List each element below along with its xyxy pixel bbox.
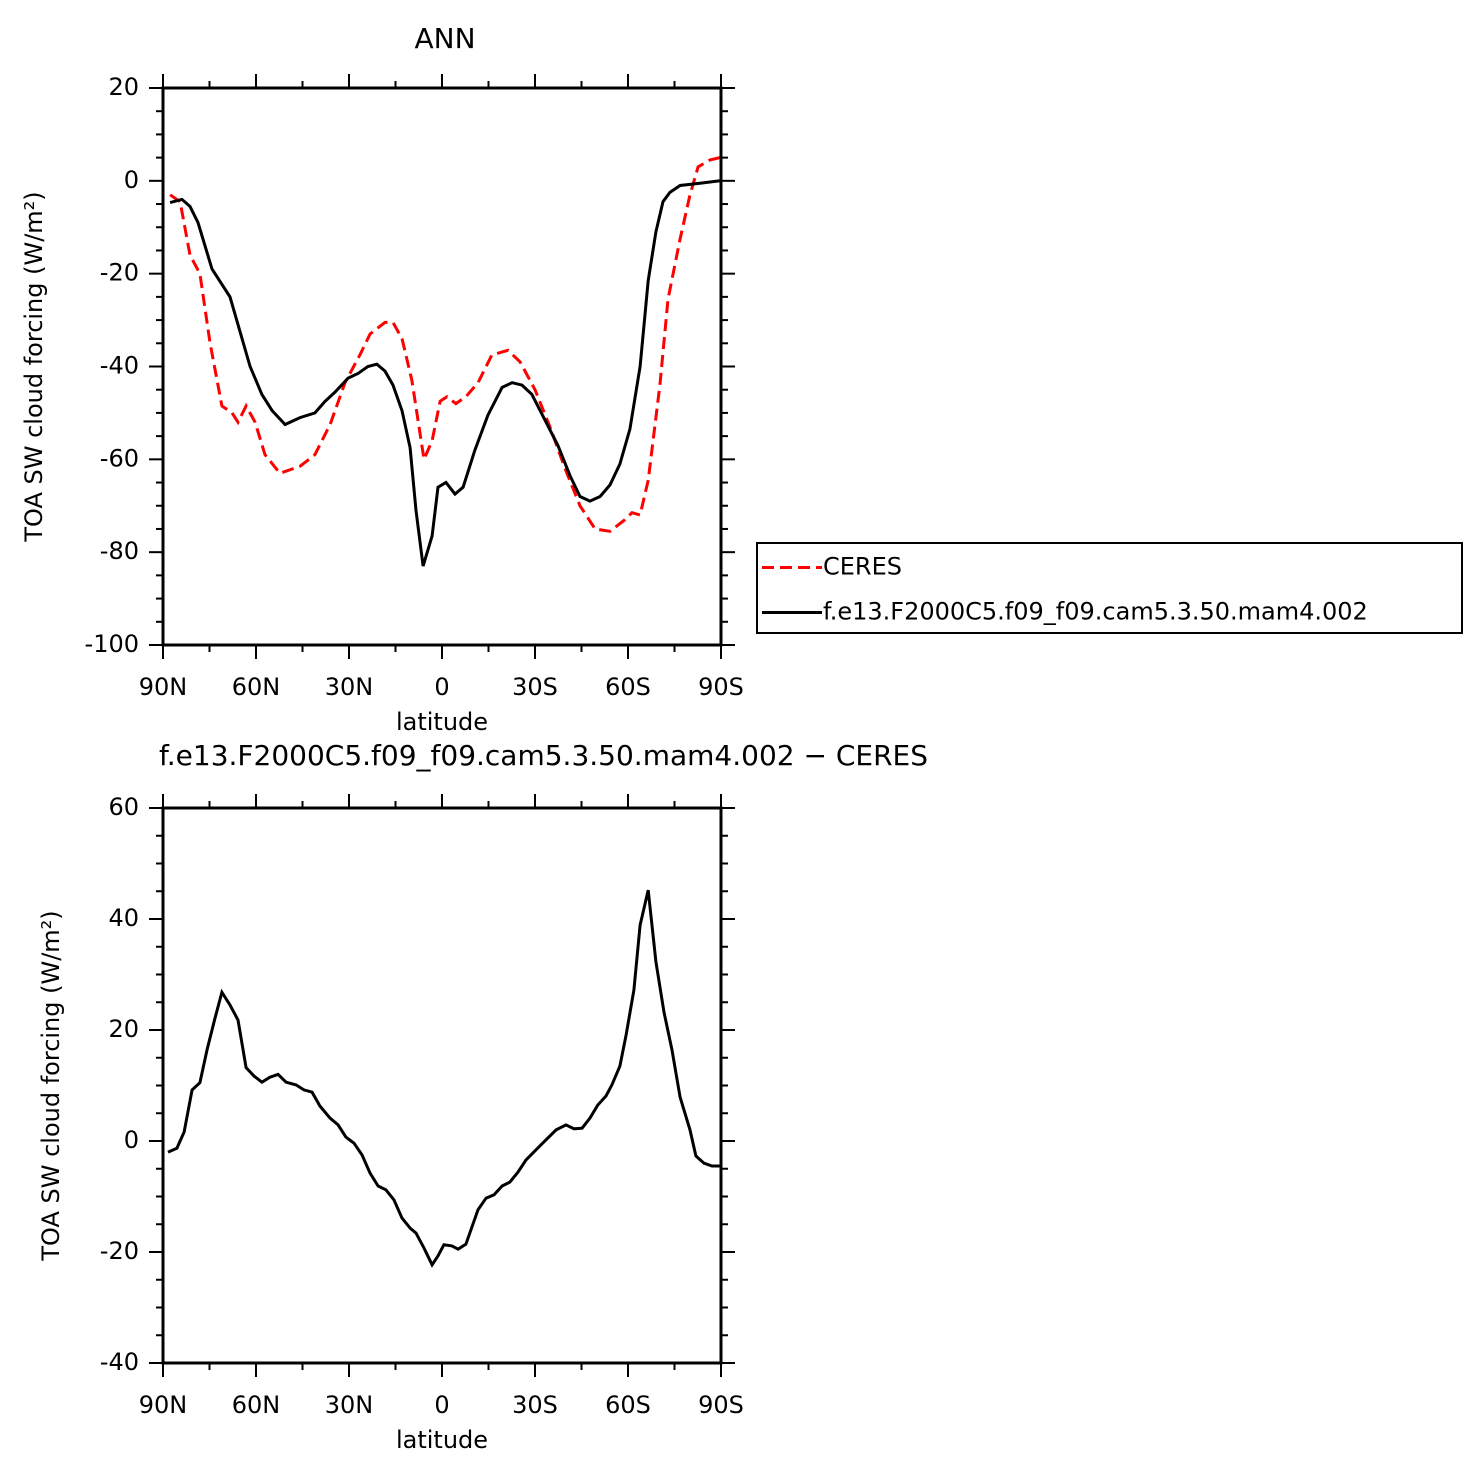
x-tick-label: 30S bbox=[512, 673, 558, 701]
y-axis-label: TOA SW cloud forcing (W/m²) bbox=[20, 191, 48, 542]
plot-frame bbox=[161, 86, 723, 647]
x-tick-label: 0 bbox=[434, 673, 449, 701]
legend-box bbox=[756, 542, 1463, 634]
y-tick-label: 0 bbox=[124, 166, 139, 194]
x-tick-label: 90N bbox=[139, 1391, 188, 1419]
legend-label: f.e13.F2000C5.f09_f09.cam5.3.50.mam4.002 bbox=[823, 598, 1368, 626]
x-tick-label: 90N bbox=[139, 673, 188, 701]
y-tick-label: 20 bbox=[108, 73, 139, 101]
y-tick-label: -20 bbox=[100, 1237, 139, 1265]
series-line bbox=[169, 179, 721, 567]
y-tick-label: -40 bbox=[100, 1348, 139, 1376]
x-tick-label: 30N bbox=[325, 1391, 374, 1419]
y-tick-label: -40 bbox=[100, 352, 139, 380]
y-tick-label: 40 bbox=[108, 904, 139, 932]
plot-frame bbox=[161, 806, 723, 1365]
x-axis-label: latitude bbox=[396, 1426, 488, 1454]
x-tick-label: 90S bbox=[698, 1391, 744, 1419]
x-tick-label: 60N bbox=[232, 673, 281, 701]
series-line bbox=[167, 889, 721, 1268]
x-tick-label: 0 bbox=[434, 1391, 449, 1419]
x-tick-label: 90S bbox=[698, 673, 744, 701]
x-tick-label: 30S bbox=[512, 1391, 558, 1419]
chart-title: f.e13.F2000C5.f09_f09.cam5.3.50.mam4.002… bbox=[159, 739, 928, 772]
x-tick-label: 30N bbox=[325, 673, 374, 701]
x-tick-label: 60S bbox=[605, 1391, 651, 1419]
y-tick-label: 20 bbox=[108, 1015, 139, 1043]
legend-label: CERES bbox=[823, 553, 902, 581]
y-tick-label: -20 bbox=[100, 259, 139, 287]
y-tick-label: -80 bbox=[100, 537, 139, 565]
y-tick-label: 0 bbox=[124, 1126, 139, 1154]
series-line bbox=[169, 156, 721, 533]
y-axis-label: TOA SW cloud forcing (W/m²) bbox=[37, 910, 65, 1261]
y-tick-label: -100 bbox=[85, 630, 139, 658]
y-tick-label: 60 bbox=[108, 793, 139, 821]
chart-title: ANN bbox=[414, 22, 475, 55]
x-tick-label: 60N bbox=[232, 1391, 281, 1419]
x-tick-label: 60S bbox=[605, 673, 651, 701]
y-tick-label: -60 bbox=[100, 444, 139, 472]
x-axis-label: latitude bbox=[396, 708, 488, 736]
